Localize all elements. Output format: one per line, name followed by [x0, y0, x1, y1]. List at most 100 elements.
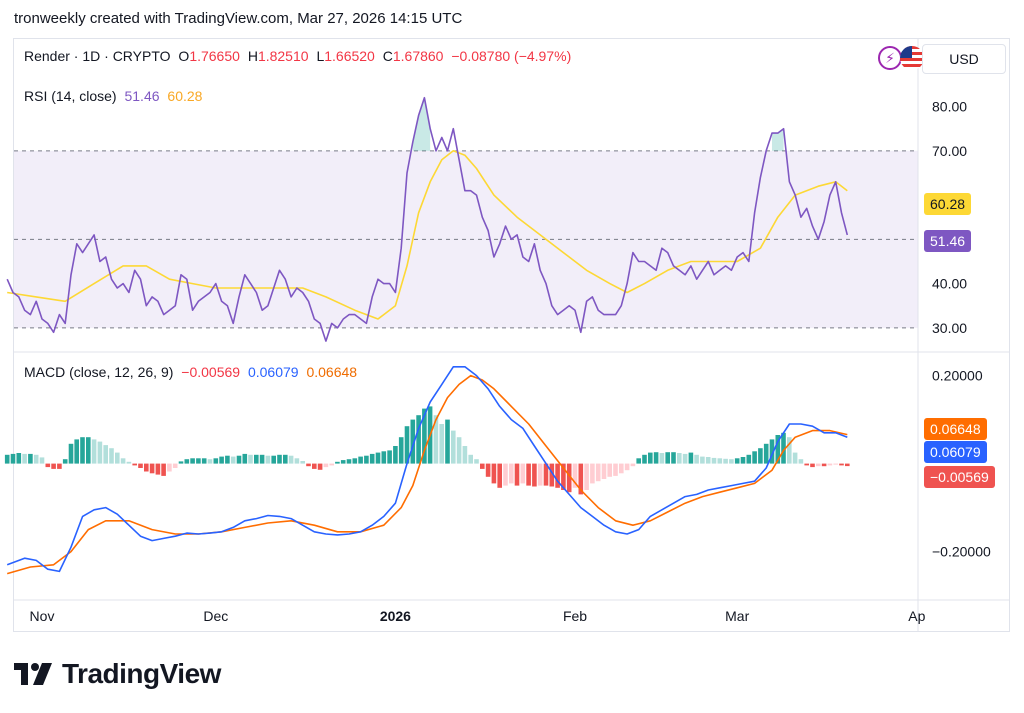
histogram-bar [433, 415, 439, 464]
histogram-bar [422, 408, 427, 464]
histogram-bar [213, 458, 219, 464]
histogram-bar [439, 424, 444, 464]
histogram-bar [688, 452, 694, 464]
tradingview-logo[interactable]: TradingView [14, 656, 221, 692]
rsi-ma-line [7, 150, 848, 320]
histogram-bar [740, 457, 746, 464]
histogram-bar [230, 456, 236, 464]
histogram-bar [178, 461, 184, 464]
histogram-bar [485, 463, 491, 477]
histogram-bar [410, 419, 416, 464]
histogram-bar [51, 463, 56, 469]
histogram-bar [340, 460, 346, 464]
histogram-bar [613, 463, 618, 476]
histogram-bar [138, 463, 143, 468]
histogram-bar [514, 463, 520, 486]
histogram-bar [248, 454, 253, 464]
macd-y-tick: −0.20000 [932, 544, 991, 560]
histogram-bar [445, 419, 450, 464]
rsi-line [6, 96, 849, 342]
histogram-bar [474, 459, 479, 464]
histogram-bar [648, 452, 653, 464]
rsi-pane [6, 96, 1010, 353]
histogram-bar [115, 452, 120, 464]
histogram-bar [578, 463, 584, 495]
macd-label: MACD (close, 12, 26, 9) [24, 364, 174, 380]
histogram-bar [451, 430, 456, 464]
histogram-bar [68, 443, 74, 464]
histogram-bar [584, 463, 589, 490]
currency-selector[interactable]: USD [922, 44, 1006, 74]
histogram-bar [509, 463, 514, 484]
high-label: H [247, 48, 258, 64]
x-tick-label: 2026 [380, 608, 411, 624]
chart-header: tronweekly created with TradingView.com,… [14, 10, 463, 27]
histogram-bar [219, 456, 224, 464]
histogram-bar [398, 437, 404, 464]
compare-icon[interactable]: ⚡ [878, 46, 902, 70]
axis-layer: 80.00 70.00 40.00 30.00 0.20000 −0.20000 Nov De… [14, 38, 1010, 632]
histogram-bar [630, 463, 636, 467]
close-value: 1.67860 [392, 48, 444, 64]
histogram-bar [358, 456, 363, 464]
histogram-bar [381, 451, 387, 464]
tradingview-logo-icon [14, 659, 56, 689]
histogram-bar [201, 458, 207, 464]
histogram-bar [369, 453, 375, 464]
x-tick-label: Dec [203, 608, 228, 624]
histogram-bar [312, 463, 317, 469]
high-value: 1.82510 [257, 48, 309, 64]
histogram-bar [364, 455, 369, 464]
histogram-bar [717, 458, 723, 464]
symbol-legend[interactable]: Render · 1D · CRYPTO O1.76650 H1.82510 L… [24, 48, 575, 64]
histogram-bar [729, 459, 734, 464]
histogram-bar [595, 463, 601, 482]
histogram-bar [758, 448, 763, 464]
x-tick-label: Nov [30, 608, 55, 624]
rsi-legend[interactable]: RSI (14, close) 51.46 60.28 [24, 88, 206, 104]
histogram-bar [242, 453, 248, 464]
histogram-bar [682, 453, 688, 464]
histogram-bar [161, 463, 166, 476]
histogram-bar [787, 437, 792, 464]
histogram-bar [300, 461, 305, 464]
histogram-bar [711, 457, 717, 464]
histogram-bar [804, 463, 809, 466]
rsi-value-badge: 51.46 [924, 230, 972, 252]
histogram-bar [671, 452, 676, 464]
histogram-bar [271, 455, 276, 464]
histogram-bar [103, 445, 108, 464]
us-flag-icon[interactable] [900, 46, 924, 70]
histogram-bar [120, 458, 126, 464]
histogram-bar [126, 461, 132, 464]
histogram-bar [57, 463, 62, 469]
histogram-bar [91, 439, 97, 464]
histogram-bar [277, 454, 282, 464]
histogram-bar [619, 463, 624, 474]
histogram-bar [39, 457, 45, 464]
histogram-bar [416, 415, 421, 464]
rsi-label: RSI (14, close) [24, 88, 117, 104]
histogram-bar [323, 463, 329, 468]
histogram-bar [196, 458, 201, 464]
histogram-bar [317, 463, 323, 470]
histogram-bar [659, 453, 665, 464]
macd-line-badge: 0.06079 [924, 441, 987, 463]
histogram-bar [549, 463, 555, 487]
histogram-bar [86, 437, 91, 464]
histogram-bar [734, 458, 740, 464]
histogram-bar [404, 426, 410, 464]
histogram-bar [503, 463, 508, 486]
histogram-bar [294, 458, 300, 464]
macd-line [6, 366, 848, 573]
histogram-bar [149, 463, 155, 474]
histogram-bar [45, 463, 51, 468]
histogram-bar [33, 454, 39, 464]
signal-line [6, 374, 848, 575]
histogram-bar [561, 463, 566, 490]
histogram-bar [28, 453, 33, 464]
rsi-y-tick: 80.00 [932, 99, 967, 115]
histogram-bar [207, 459, 213, 464]
macd-legend[interactable]: MACD (close, 12, 26, 9) −0.00569 0.06079… [24, 364, 361, 380]
